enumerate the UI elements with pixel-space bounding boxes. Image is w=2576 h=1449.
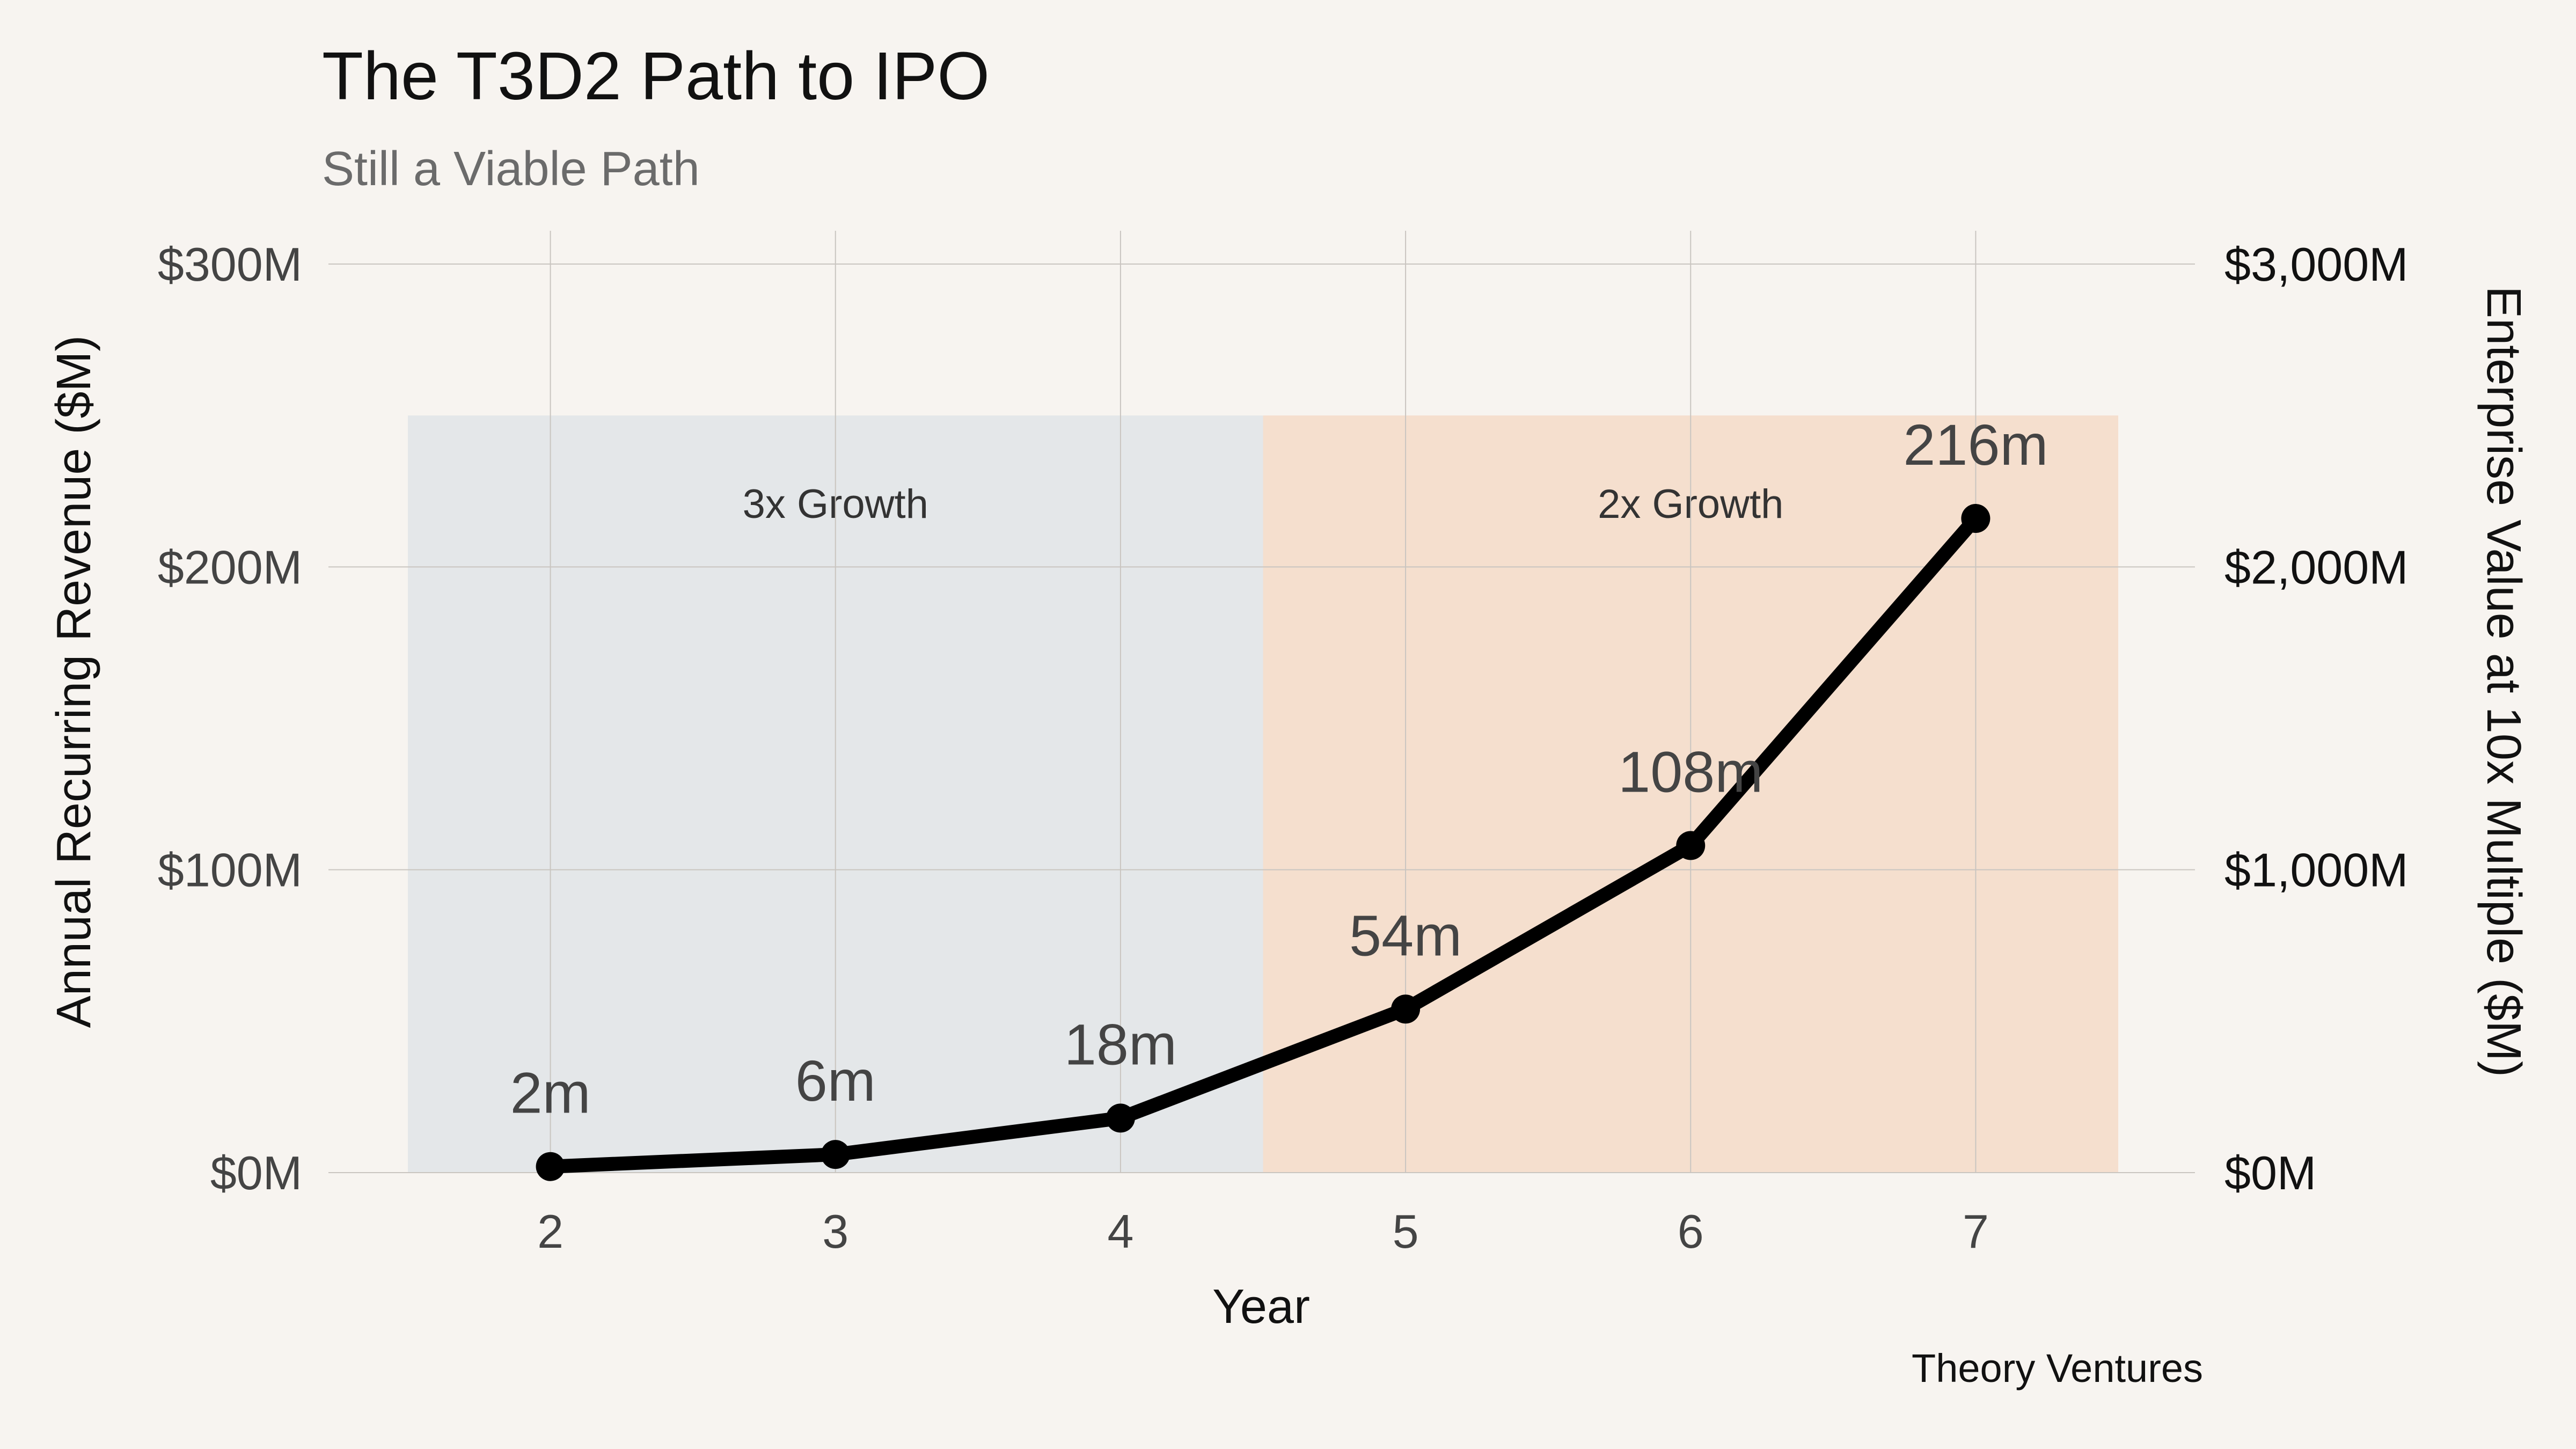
source-credit: Theory Ventures [1912, 1346, 2203, 1391]
data-label: 6m [795, 1048, 876, 1113]
data-point [536, 1152, 565, 1181]
y-tick-label: $100M [158, 844, 302, 897]
x-tick-label: 3 [822, 1205, 848, 1258]
data-label: 54m [1349, 903, 1462, 968]
y-axis-right-ticks: $0M $1,000M $2,000M $3,000M [2224, 238, 2408, 1199]
x-tick-label: 7 [1963, 1205, 1989, 1258]
data-point [1106, 1103, 1135, 1133]
data-label: 2m [510, 1060, 591, 1125]
gridlines [328, 231, 2195, 1173]
data-point [1676, 831, 1706, 860]
data-point [821, 1140, 850, 1169]
point-labels: 2m 6m 18m 54m 108m 216m [510, 412, 2048, 1125]
y-axis-left-label: Annual Recurring Revenue ($M) [47, 335, 101, 1028]
y-right-tick-label: $3,000M [2224, 238, 2408, 291]
y-axis-right-label: Enterprise Value at 10x Multiple ($M) [2477, 286, 2530, 1077]
x-axis-label: Year [1212, 1280, 1310, 1334]
x-tick-label: 2 [537, 1205, 564, 1258]
chart-subtitle: Still a Viable Path [322, 142, 700, 196]
y-axis-left-ticks: $0M $100M $200M $300M [158, 238, 302, 1199]
data-point [1961, 504, 1990, 533]
y-tick-label: $200M [158, 540, 302, 594]
y-tick-label: $0M [210, 1146, 302, 1199]
x-tick-label: 5 [1393, 1205, 1419, 1258]
arr-series [536, 504, 1990, 1181]
x-axis-ticks: 2 3 4 5 6 7 [537, 1205, 1989, 1258]
data-label: 108m [1618, 740, 1763, 804]
y-tick-label: $300M [158, 238, 302, 291]
y-right-tick-label: $2,000M [2224, 540, 2408, 594]
x-tick-label: 6 [1678, 1205, 1704, 1258]
x-tick-label: 4 [1107, 1205, 1133, 1258]
y-right-tick-label: $1,000M [2224, 844, 2408, 897]
chart-title: The T3D2 Path to IPO [322, 38, 990, 114]
data-point [1391, 994, 1421, 1024]
arr-line [543, 511, 1983, 1174]
data-label: 216m [1903, 412, 2048, 477]
data-label: 18m [1064, 1012, 1177, 1077]
y-right-tick-label: $0M [2224, 1146, 2316, 1199]
